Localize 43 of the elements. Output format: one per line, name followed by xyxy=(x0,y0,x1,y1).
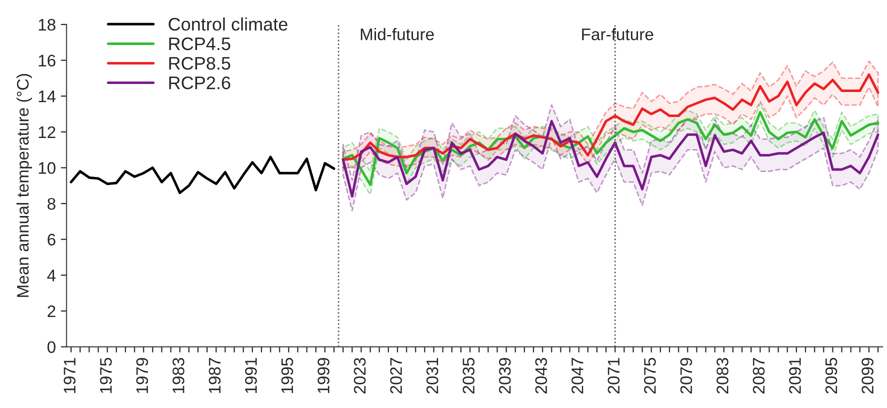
x-tick-label: 2031 xyxy=(426,358,438,394)
legend-label: Control climate xyxy=(168,17,288,31)
x-tick-label: 2035 xyxy=(462,358,474,394)
x-tick-label: 2023 xyxy=(354,358,366,394)
x-tick-label: 1979 xyxy=(136,358,148,394)
y-tick-label: 12 xyxy=(38,126,56,138)
x-tick-label: 2083 xyxy=(716,358,728,394)
y-tick-label: 16 xyxy=(38,54,56,66)
x-tick-label: 2043 xyxy=(535,358,548,394)
line-series xyxy=(70,156,336,194)
x-tick-label: 2095 xyxy=(825,358,838,394)
x-tick-label: 2075 xyxy=(644,358,656,394)
x-tick-label: 2039 xyxy=(498,358,511,394)
y-tick-label: 14 xyxy=(38,90,56,102)
annotation: Far-future xyxy=(582,28,654,40)
line-series xyxy=(342,73,880,161)
line-series xyxy=(342,120,880,198)
y-tick-label: 6 xyxy=(48,234,56,246)
x-tick-label: 2091 xyxy=(789,358,801,394)
x-tick-label: 1975 xyxy=(100,358,112,394)
y-tick-label: 18 xyxy=(38,18,56,31)
x-tick-label: 1991 xyxy=(245,358,257,394)
legend-label: RCP8.5 xyxy=(169,56,230,70)
x-tick-label: 1971 xyxy=(64,358,76,394)
y-tick-label: 8 xyxy=(48,198,56,210)
y-tick-label: 2 xyxy=(48,305,56,318)
y-tick-label: 10 xyxy=(38,162,56,174)
x-tick-label: 2071 xyxy=(608,358,620,394)
legend-label: RCP4.5 xyxy=(169,37,230,50)
legend-label: RCP2.6 xyxy=(169,76,230,90)
y-axis-title: Mean annual temperature (°C) xyxy=(16,74,32,297)
x-tick-label: 2087 xyxy=(752,358,765,394)
y-tick-label: 0 xyxy=(47,341,56,354)
y-tick-label: 4 xyxy=(47,270,56,282)
x-tick-label: 2047 xyxy=(571,358,584,394)
x-tick-label: 1995 xyxy=(281,358,294,394)
x-tick-label: 1983 xyxy=(172,358,184,394)
x-tick-label: 1987 xyxy=(208,358,221,394)
x-tick-label: 2079 xyxy=(680,358,692,394)
annotation: Mid-future xyxy=(360,28,434,40)
x-tick-label: 2099 xyxy=(862,358,874,394)
x-tick-label: 1999 xyxy=(318,358,330,394)
x-tick-label: 2027 xyxy=(390,358,402,394)
